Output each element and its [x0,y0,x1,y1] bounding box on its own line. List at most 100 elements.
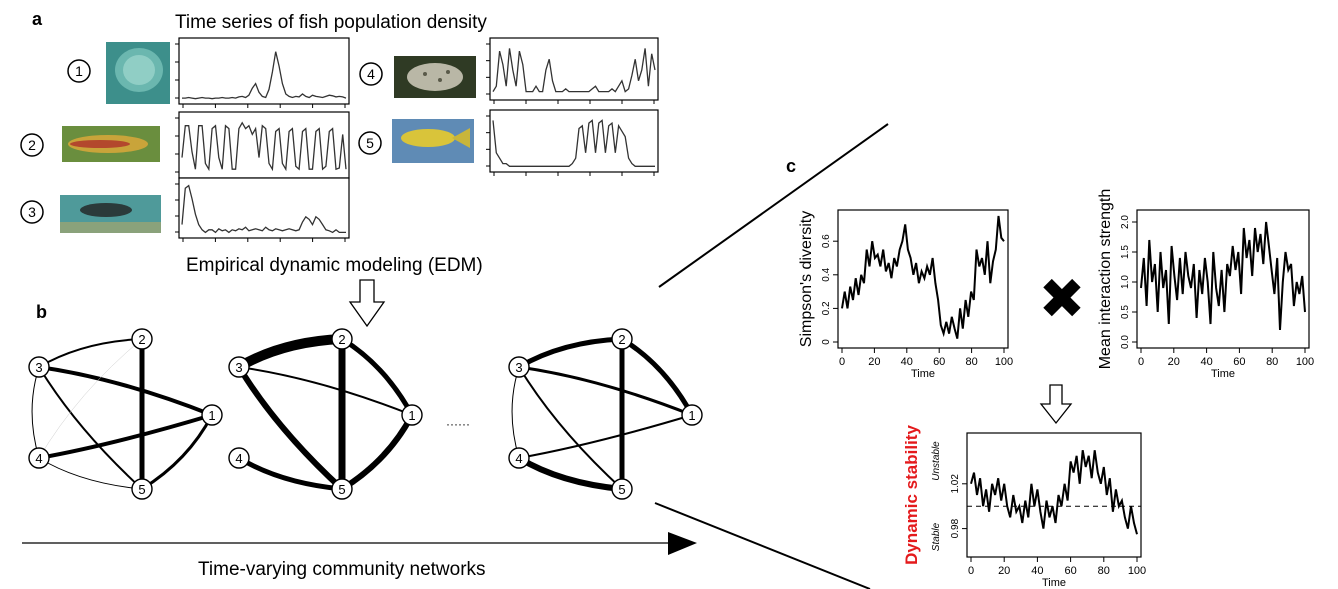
network-node-4 [508,447,530,469]
time-axis-arrow [22,532,697,555]
x-tick-label: 60 [933,356,945,368]
network-node-label: 1 [208,408,215,423]
striped-fish-photo [62,126,160,162]
time-varying-label: Time-varying community networks [198,559,486,580]
network-edge-3-5 [518,366,623,490]
panel-c-letter: c [786,156,796,176]
panel-a-letter: a [32,9,43,29]
network-node-label: 3 [35,360,42,375]
multiply-icon: ✖ [1039,267,1086,332]
timeseries-frame [178,37,350,105]
stable-label: Stable [931,522,942,551]
network-node-2 [331,328,353,350]
network-edge-3-1 [238,366,413,416]
fish-number-circle [358,131,382,155]
network-edge-2-1 [339,336,415,418]
y-axis-label: Simpson's diversity [798,211,815,347]
network-node-1 [201,404,223,426]
network-node-2 [131,328,153,350]
y-tick-label: 0.6 [821,234,832,248]
y-tick-label: 0.5 [1120,305,1131,319]
network-node-5 [611,478,633,500]
timeseries-line [492,48,656,93]
network-node-label: 3 [235,360,242,375]
network-edge-2-1 [619,336,695,418]
network-node-1 [681,404,703,426]
y-tick-label: 2.0 [1120,215,1131,229]
spotted-fish-photo [394,56,476,98]
y-tick-label: 0.2 [821,301,832,315]
x-tick-label: 0 [839,356,845,368]
network-node-label: 1 [408,408,415,423]
connector-line-bottom [654,502,871,589]
network-node-label: 5 [138,482,145,497]
network-edge-1-4 [518,414,693,459]
fish-2-timeseries [175,111,350,182]
y-tick-label: 1.0 [1120,275,1131,289]
network-2: 1 2 3 4 5 [228,328,423,500]
network-3: 1 2 3 4 5 [508,328,703,500]
network-node-2 [611,328,633,350]
yellow-fish-photo [392,119,474,163]
network-node-label: 2 [338,332,345,347]
x-tick-label: 20 [1168,356,1180,368]
network-node-3 [508,356,530,378]
x-tick-label: 40 [901,356,913,368]
panel-c-down-arrow [1039,384,1073,425]
x-tick-label: 60 [1064,565,1076,577]
network-node-3 [28,356,50,378]
network-node-5 [331,478,353,500]
fish-4-timeseries [486,37,659,104]
fish-row-3: 3 [20,177,350,242]
jellyfish-photo [106,42,170,104]
network-node-label: 3 [515,360,522,375]
network-edge-2-4 [38,338,143,459]
panel-a-title: Time series of fish population density [175,12,487,33]
network-node-label: 2 [618,332,625,347]
network-node-1 [401,404,423,426]
network-node-label: 4 [35,451,42,466]
network-panel: 1 2 3 4 5 1 2 3 4 5 1 2 3 4 5 [28,328,703,500]
x-tick-label: 80 [965,356,977,368]
fish-3-timeseries [175,177,350,242]
fish-number: 4 [367,66,375,82]
x-axis-label: Time [1211,368,1235,380]
network-ellipsis: ······ [446,417,470,431]
series-line [970,450,1138,535]
edm-label: Empirical dynamic modeling (EDM) [186,255,483,276]
x-tick-label: 100 [1128,565,1146,577]
fish-number: 1 [75,63,83,79]
network-node-3 [228,356,250,378]
network-node-5 [131,478,153,500]
network-node-label: 2 [138,332,145,347]
panel-b-letter: b [36,302,47,322]
x-tick-label: 20 [868,356,880,368]
y-tick-label: 0.98 [950,518,961,538]
network-edge-3-5 [38,366,143,490]
network-edge-1-4 [37,413,214,460]
y-axis-label: Mean interaction strength [1097,189,1114,370]
fish-number-circle [67,59,91,83]
network-node-4 [228,447,250,469]
fish-number-circle [359,62,383,86]
x-tick-label: 100 [995,356,1013,368]
x-axis-label: Time [911,368,935,380]
x-tick-label: 100 [1296,356,1314,368]
edm-down-arrow [348,279,386,328]
simpson-diversity-chart: 0 20 40 60 80 100 0 0.2 0.4 0.6 Time Simpson's dive… [798,209,1013,380]
network-edge-3-2 [234,334,347,372]
series-line [841,215,1005,339]
dynamic-stability-chart: 0 20 40 60 80 100 0.98 1.02 Time Dynamic stabilit… [902,425,1146,589]
fish-number: 2 [28,137,36,153]
fish-number-circle [20,133,44,157]
x-tick-label: 80 [1266,356,1278,368]
network-node-label: 5 [338,482,345,497]
wrasse-photo [60,195,161,233]
network-edge-3-1 [37,365,214,417]
network-edge-3-2 [38,338,143,368]
network-node-label: 4 [235,451,242,466]
network-1: 1 2 3 4 5 [28,328,223,500]
mean-interaction-strength-chart: 0 20 40 60 80 100 0.0 0.5 1.0 1.5 2.0 Time Mean inte… [1097,189,1314,380]
y-tick-label: 0.0 [1120,335,1131,349]
